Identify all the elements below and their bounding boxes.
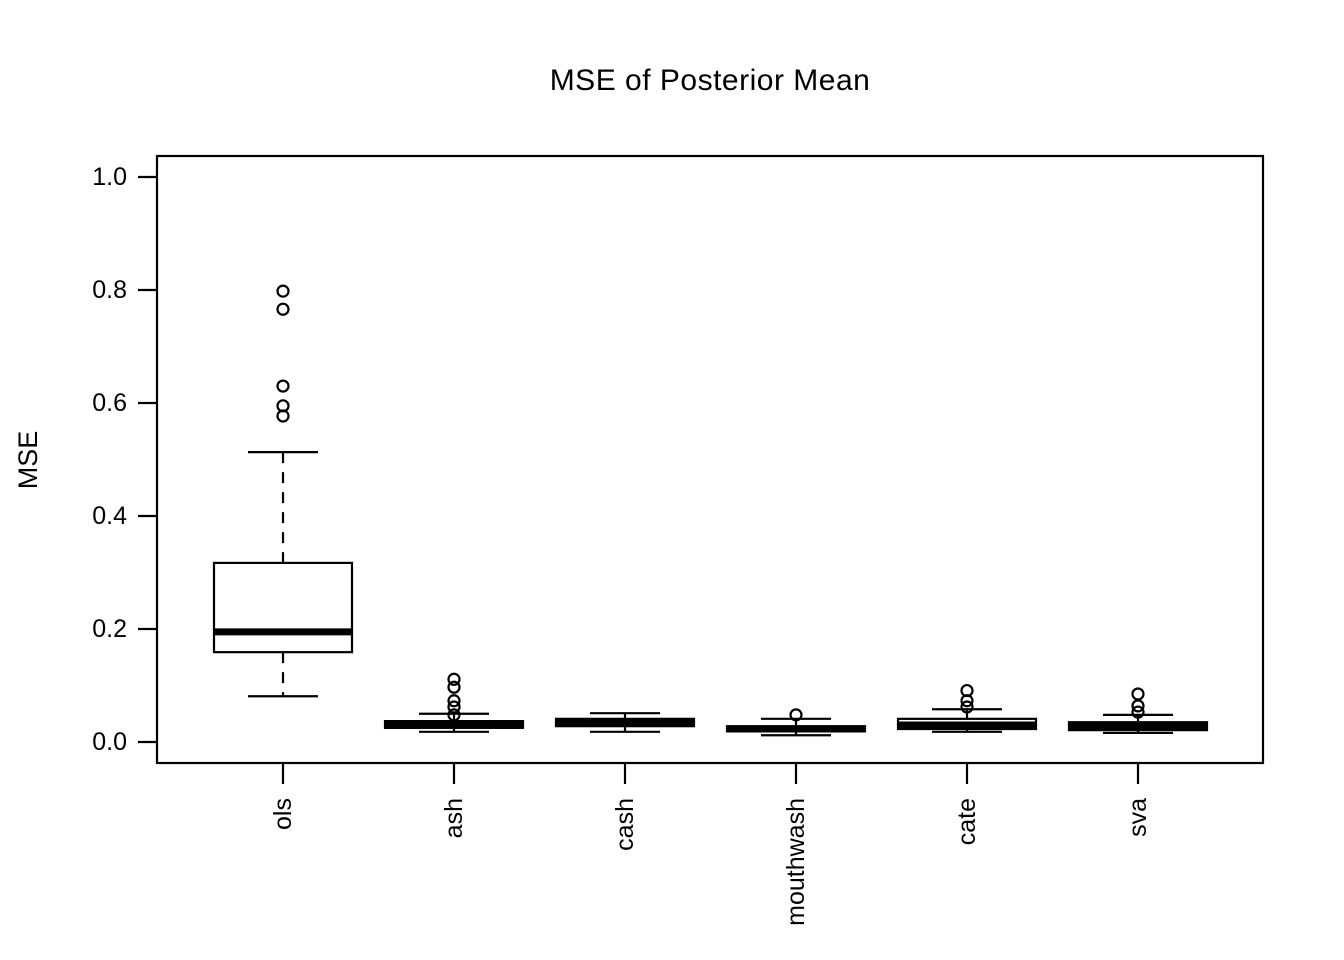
x-tick-label: mouthwash <box>782 798 810 926</box>
box-series <box>212 284 1209 737</box>
box-ols <box>212 284 354 698</box>
box-cash <box>554 712 696 733</box>
y-tick-label: 0.4 <box>92 502 127 530</box>
x-tick-label: cate <box>953 798 981 845</box>
box-cate <box>896 683 1038 733</box>
box-mouthwash <box>725 708 867 737</box>
outlier-point <box>960 700 974 714</box>
y-axis: 0.0 0.2 0.4 0.6 0.8 1.0 <box>92 163 157 756</box>
outlier-point <box>789 708 803 722</box>
y-tick-label: 0.8 <box>92 276 127 304</box>
y-tick-label: 1.0 <box>92 163 127 191</box>
outlier-point <box>276 379 290 393</box>
outlier-point <box>447 672 461 686</box>
outlier-point <box>276 284 290 298</box>
iqr-box <box>212 561 354 654</box>
y-tick-label: 0.2 <box>92 615 127 643</box>
outlier-point <box>960 694 974 708</box>
chart-title: MSE of Posterior Mean <box>550 64 871 97</box>
outlier-point <box>276 302 290 316</box>
plot-border <box>155 154 1265 765</box>
x-tick-label: sva <box>1124 798 1152 837</box>
y-tick-label: 0.6 <box>92 389 127 417</box>
outlier-point <box>1131 705 1145 719</box>
outlier-point <box>1131 699 1145 713</box>
y-axis-label: MSE <box>13 431 43 490</box>
outlier-point <box>447 708 461 722</box>
outlier-point <box>447 694 461 708</box>
x-tick-label: ash <box>440 798 468 838</box>
outlier-point <box>276 409 290 423</box>
outlier-point <box>447 700 461 714</box>
box-sva <box>1067 687 1209 735</box>
x-tick-label: cash <box>611 798 639 851</box>
y-tick-label: 0.0 <box>92 728 127 756</box>
outlier-point <box>447 680 461 694</box>
box-ash <box>383 672 525 733</box>
x-axis: ols ash cash mouthwash cate sva <box>269 763 1152 926</box>
x-tick-label: ols <box>269 798 297 830</box>
